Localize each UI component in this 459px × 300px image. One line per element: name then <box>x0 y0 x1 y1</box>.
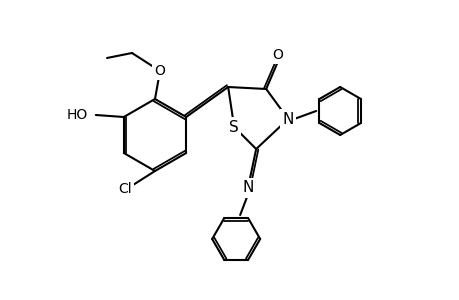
Text: Cl: Cl <box>118 182 132 196</box>
Text: N: N <box>282 112 293 127</box>
Text: HO: HO <box>67 108 88 122</box>
Text: O: O <box>272 48 283 62</box>
Text: S: S <box>229 119 239 134</box>
Text: N: N <box>242 181 253 196</box>
Text: O: O <box>154 64 165 78</box>
